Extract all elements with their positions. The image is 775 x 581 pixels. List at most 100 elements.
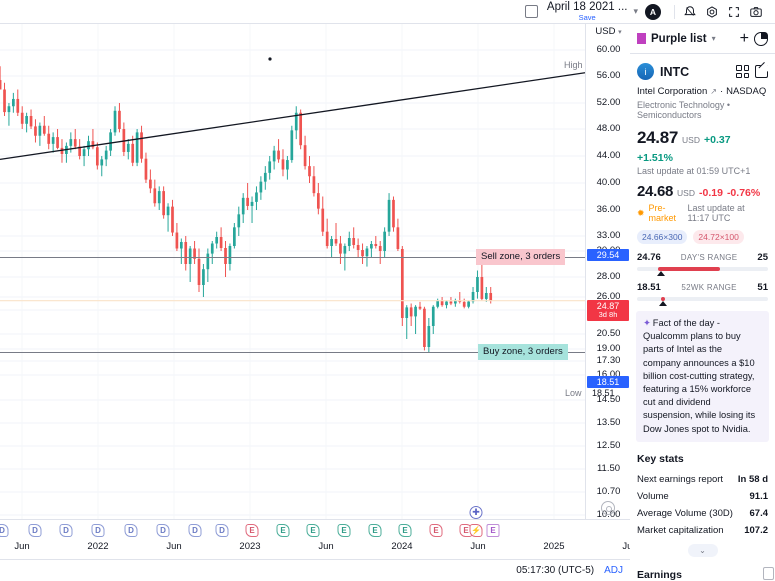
sell-zone-label[interactable]: Sell zone, 3 orders (476, 248, 566, 265)
buy-zone-label[interactable]: Buy zone, 3 orders (478, 344, 568, 361)
price-tick: 52.00 (596, 97, 621, 108)
time-tick: Jun (14, 541, 30, 552)
earnings-marker-icon[interactable]: E (486, 524, 500, 537)
buy-price-badge[interactable]: 18.51 (587, 376, 629, 389)
price-tick: 12.50 (596, 440, 621, 451)
time-tick: 2024 (391, 541, 413, 552)
earnings-section: Earnings Q4 '23Q1 '24Q2 '24Q3 '24Q4 '24 … (630, 557, 775, 581)
earnings-marker-icon[interactable]: E (368, 524, 382, 537)
premarket-price: 24.68 (637, 183, 674, 200)
buy-zone-line (0, 352, 585, 354)
earnings-marker-icon[interactable]: E (276, 524, 290, 537)
pie-chart-icon[interactable] (754, 31, 768, 46)
candlestick-svg (0, 24, 585, 519)
watchlist-color-swatch (637, 33, 646, 44)
key-stats-rows: Next earnings report In 58 d Volume 91.1 Ave… (637, 471, 768, 539)
watchlist-header[interactable]: Purple list ▾ + (630, 24, 775, 54)
price-tick: 28.00 (596, 271, 621, 282)
wk52-range-fill (660, 297, 666, 301)
chart-settings-icon[interactable] (601, 501, 615, 515)
price-tick: 17.30 (596, 355, 621, 366)
dividend-marker-icon[interactable]: D (0, 524, 9, 537)
grid-view-icon[interactable] (736, 65, 749, 78)
sell-price-badge[interactable]: 29.54 (587, 249, 629, 262)
day-range-block: 24.76 DAY'S RANGE 25 (630, 244, 775, 276)
time-tick: 2025 (543, 541, 565, 552)
time-axis[interactable]: Jun2022Jun2023Jun2024Jun2025Jun DDDDDDDD… (0, 506, 638, 559)
expand-key-stats-button[interactable]: ⌄ (687, 543, 718, 557)
layout-name-group[interactable]: April 18 2021 ... Save (546, 0, 628, 22)
chart-plot-area[interactable]: Sell zone, 3 orders Buy zone, 3 orders (0, 24, 585, 519)
dividend-marker-icon[interactable]: D (156, 524, 170, 537)
fullscreen-icon[interactable] (723, 1, 745, 23)
chevron-down-icon[interactable]: ▾ (618, 29, 622, 36)
primary-quote: 24.87 USD +0.37 +1.51% (630, 120, 775, 164)
price-tick: 19.00 (596, 343, 621, 354)
split-marker-icon[interactable]: ⚡ (469, 524, 483, 537)
wk52-range-high: 51 (757, 282, 768, 293)
last-price-badge[interactable]: 24.87 3d 8h (587, 300, 629, 321)
add-symbol-button[interactable]: + (739, 29, 749, 47)
earnings-marker-icon[interactable]: E (337, 524, 351, 537)
dividend-marker-icon[interactable]: D (91, 524, 105, 537)
day-range-marker (656, 271, 665, 276)
toolbar-divider (674, 4, 675, 19)
layout-checkbox[interactable] (524, 5, 538, 18)
price-tick: 20.50 (596, 328, 621, 339)
dividend-marker-icon[interactable]: D (28, 524, 42, 537)
quote-change-abs: +0.37 (704, 134, 731, 146)
time-tick: Jun (166, 541, 182, 552)
chevron-down-icon[interactable]: ▾ (711, 34, 716, 43)
watchlist-name[interactable]: Purple list (651, 32, 707, 45)
quote-currency: USD (682, 135, 700, 145)
price-axis-currency[interactable]: USD ▾ (586, 26, 631, 37)
edit-icon[interactable] (755, 65, 768, 78)
dividend-marker-icon[interactable]: D (59, 524, 73, 537)
right-panel: Purple list ▾ + i INTC Intel Corporation… (630, 24, 775, 581)
layout-name[interactable]: April 18 2021 ... (546, 0, 628, 13)
earnings-marker-icon[interactable]: E (429, 524, 443, 537)
key-stat-value: 91.1 (749, 490, 769, 502)
countdown-value: 3d 8h (598, 310, 618, 320)
top-toolbar: April 18 2021 ... Save ▾ A (0, 0, 775, 24)
wk52-range-block: 18.51 52WK RANGE 51 (630, 271, 775, 306)
dividend-marker-icon[interactable]: D (188, 524, 202, 537)
dividend-marker-icon[interactable]: D (124, 524, 138, 537)
quote-change-pct: +1.51% (637, 152, 673, 164)
alert-icon[interactable] (679, 1, 701, 23)
key-stats-title: Key stats (637, 452, 684, 465)
key-stat-row: Market capitalization 107.2 (637, 522, 768, 539)
chart-container[interactable]: Sell zone, 3 orders Buy zone, 3 orders U… (0, 24, 638, 581)
fact-of-the-day-card[interactable]: ✦ Fact of the day - Qualcomm plans to buy… (636, 311, 769, 442)
dividend-marker-icon[interactable]: D (215, 524, 229, 537)
save-label[interactable]: Save (578, 13, 596, 22)
currency-label: USD (595, 26, 616, 37)
earnings-options-icon[interactable] (763, 566, 774, 580)
price-tick: 14.50 (596, 394, 621, 405)
key-stats-section: Key stats Next earnings report In 58 d Vol… (630, 442, 775, 557)
key-stat-row: Next earnings report In 58 d (637, 471, 768, 488)
symbol-ticker[interactable]: INTC (660, 64, 690, 79)
ask-chip[interactable]: 24.72×100 (693, 230, 744, 244)
external-link-icon[interactable]: ↗ (710, 87, 717, 96)
bid-chip[interactable]: 24.66×300 (637, 230, 688, 244)
camera-icon[interactable] (745, 1, 767, 23)
wk52-range-row: 18.51 52WK RANGE 51 (637, 282, 768, 293)
sparkle-icon: ✦ (643, 318, 651, 328)
company-name[interactable]: Intel Corporation (637, 86, 708, 97)
earnings-marker-icon[interactable]: E (398, 524, 412, 537)
add-event-icon[interactable]: ✚ (469, 506, 483, 519)
chevron-down-icon[interactable]: ▾ (633, 6, 638, 16)
earnings-marker-icon[interactable]: E (245, 524, 259, 537)
earnings-marker-icon[interactable]: E (306, 524, 320, 537)
wk52-range-bar (637, 297, 768, 306)
adj-toggle[interactable]: ADJ (604, 565, 623, 576)
price-axis[interactable]: USD ▾ 60.00 56.00 52.00 48.00 44.00 40.00 36.0… (585, 24, 631, 542)
avatar[interactable]: A (645, 3, 661, 20)
day-range-fill (657, 267, 720, 271)
premarket-change-abs: -0.19 (699, 187, 723, 199)
fact-text: Fact of the day - Qualcomm plans to buy … (643, 318, 756, 434)
key-stat-label: Next earnings report (637, 473, 724, 485)
chart-clock[interactable]: 05:17:30 (UTC-5) (516, 565, 595, 576)
hexagon-icon[interactable] (701, 1, 723, 23)
